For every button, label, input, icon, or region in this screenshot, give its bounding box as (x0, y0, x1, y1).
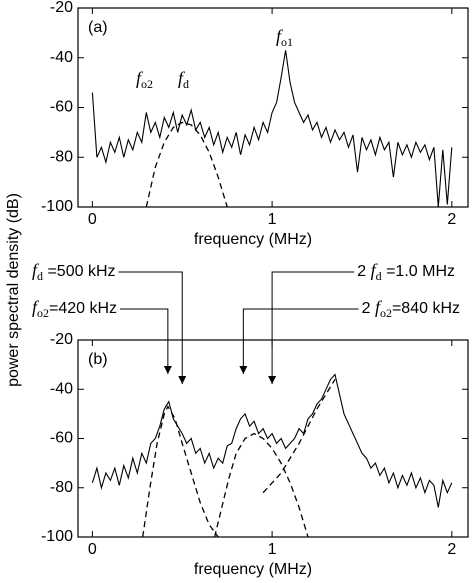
annotation-suffix: =500 kHz (43, 263, 115, 280)
y-tick-label: -20 (50, 0, 73, 16)
annotation: fd (178, 68, 189, 91)
annotation-subscript: d (376, 269, 382, 283)
y-tick-label: -100 (41, 198, 73, 215)
arrow (268, 271, 355, 384)
x-tick-label: 1 (268, 541, 277, 558)
x-tick-label: 2 (447, 541, 456, 558)
annotation-symbol: f (375, 297, 383, 317)
x-tick-label: 0 (88, 211, 97, 228)
annotation: fo1 (276, 26, 293, 49)
annotation: 2 fo2=840 kHz (362, 297, 460, 320)
x-axis-label: frequency (MHz) (194, 231, 312, 248)
panel-label: (a) (88, 19, 108, 36)
arrow (118, 271, 187, 384)
annotation: fo2 (136, 68, 153, 91)
fit-curve (145, 121, 228, 207)
annotation-suffix: =1.0 MHz (382, 263, 455, 280)
annotation: 2 fd =1.0 MHz (357, 260, 455, 283)
annotation-symbol: f (136, 68, 144, 88)
annotation-prefix: 2 (357, 263, 370, 280)
plot-frame (77, 7, 469, 208)
x-tick-label: 1 (268, 211, 277, 228)
y-axis-label: power spectral density (dB) (5, 193, 22, 387)
plot-frame (77, 339, 469, 538)
annotation-symbol: f (276, 26, 284, 46)
x-tick-label: 2 (447, 211, 456, 228)
annotation-symbol: f (178, 68, 186, 88)
annotation-symbol: f (371, 260, 379, 280)
fit-curve (142, 405, 219, 537)
y-tick-label: -20 (50, 331, 73, 348)
annotation-subscript: o2 (37, 306, 49, 320)
y-tick-label: -40 (50, 49, 73, 66)
arrow (239, 308, 359, 374)
annotation: fo2=420 kHz (32, 297, 117, 320)
annotation-symbol: f (32, 297, 40, 317)
spectrum-line (91, 373, 453, 508)
annotation-subscript: d (183, 77, 189, 91)
annotation-subscript: o2 (380, 306, 392, 320)
x-tick-label: 0 (88, 541, 97, 558)
fit-curve (262, 379, 336, 494)
annotation-subscript: d (37, 269, 43, 283)
y-tick-label: -40 (50, 380, 73, 397)
annotation-subscript: o2 (141, 77, 153, 91)
fit-curve (213, 432, 309, 537)
y-tick-label: -80 (50, 479, 73, 496)
x-axis-label: frequency (MHz) (194, 561, 312, 578)
y-tick-label: -100 (41, 528, 73, 545)
annotation-suffix: =840 kHz (392, 300, 460, 317)
y-tick-label: -60 (50, 430, 73, 447)
annotation-suffix: =420 kHz (49, 300, 117, 317)
annotation-prefix: 2 (362, 300, 375, 317)
arrow (120, 308, 172, 374)
y-tick-label: -60 (50, 99, 73, 116)
annotation-symbol: f (32, 260, 40, 280)
y-tick-label: -80 (50, 148, 73, 165)
panel-label: (b) (88, 351, 108, 368)
annotation-subscript: o1 (281, 35, 293, 49)
annotation: fd =500 kHz (32, 260, 116, 283)
spectrum-line (91, 50, 453, 207)
